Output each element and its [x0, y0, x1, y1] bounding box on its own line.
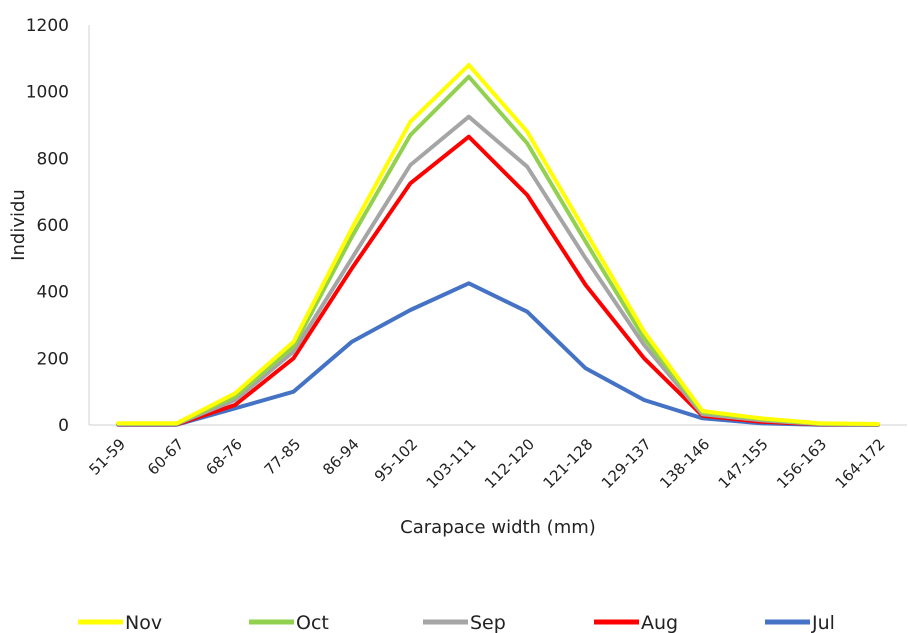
legend: Nov Oct Sep Aug Jul — [78, 612, 835, 633]
y-axis-title: Individu — [8, 189, 29, 261]
legend-label-jul: Jul — [811, 612, 835, 633]
x-tick-label: 77-85 — [261, 435, 305, 479]
x-axis-title: Carapace width (mm) — [400, 517, 596, 538]
legend-label-sep: Sep — [470, 612, 506, 633]
legend-label-oct: Oct — [296, 612, 329, 633]
x-tick-label: 103-111 — [423, 435, 480, 492]
x-tick-label: 138-146 — [656, 435, 713, 492]
series-line-sep — [116, 114, 880, 427]
y-tick-label: 400 — [37, 283, 69, 303]
axes — [88, 25, 907, 426]
x-tick-label: 112-120 — [481, 435, 538, 492]
y-tick-label: 0 — [58, 416, 69, 436]
legend-label-aug: Aug — [641, 612, 678, 633]
y-tick-label: 1200 — [26, 16, 69, 36]
x-tick-label: 86-94 — [319, 435, 363, 479]
x-axis-ticks: 51-59 60-67 68-76 77-85 86-94 95-102 103-111 11… — [85, 435, 888, 492]
y-tick-label: 800 — [37, 149, 69, 169]
x-tick-label: 156-163 — [773, 435, 830, 492]
x-tick-label: 164-172 — [832, 435, 889, 492]
x-tick-label: 121-128 — [539, 435, 596, 492]
series-line-jul — [116, 281, 880, 427]
legend-label-nov: Nov — [125, 612, 162, 633]
y-tick-label: 1000 — [26, 83, 69, 103]
x-tick-label: 60-67 — [144, 435, 188, 479]
y-tick-label: 200 — [37, 349, 69, 369]
x-tick-label: 51-59 — [85, 435, 129, 479]
x-tick-label: 129-137 — [598, 435, 655, 492]
x-tick-label: 68-76 — [202, 435, 246, 479]
x-tick-label: 95-102 — [371, 435, 421, 485]
x-tick-label: 147-155 — [715, 435, 772, 492]
y-axis-ticks: 0 200 400 600 800 1000 1200 — [26, 16, 69, 436]
series-line-nov — [116, 63, 880, 426]
series-lines — [116, 63, 880, 427]
series-line-oct — [116, 74, 880, 427]
y-tick-label: 600 — [37, 216, 69, 236]
series-line-aug — [116, 134, 880, 427]
